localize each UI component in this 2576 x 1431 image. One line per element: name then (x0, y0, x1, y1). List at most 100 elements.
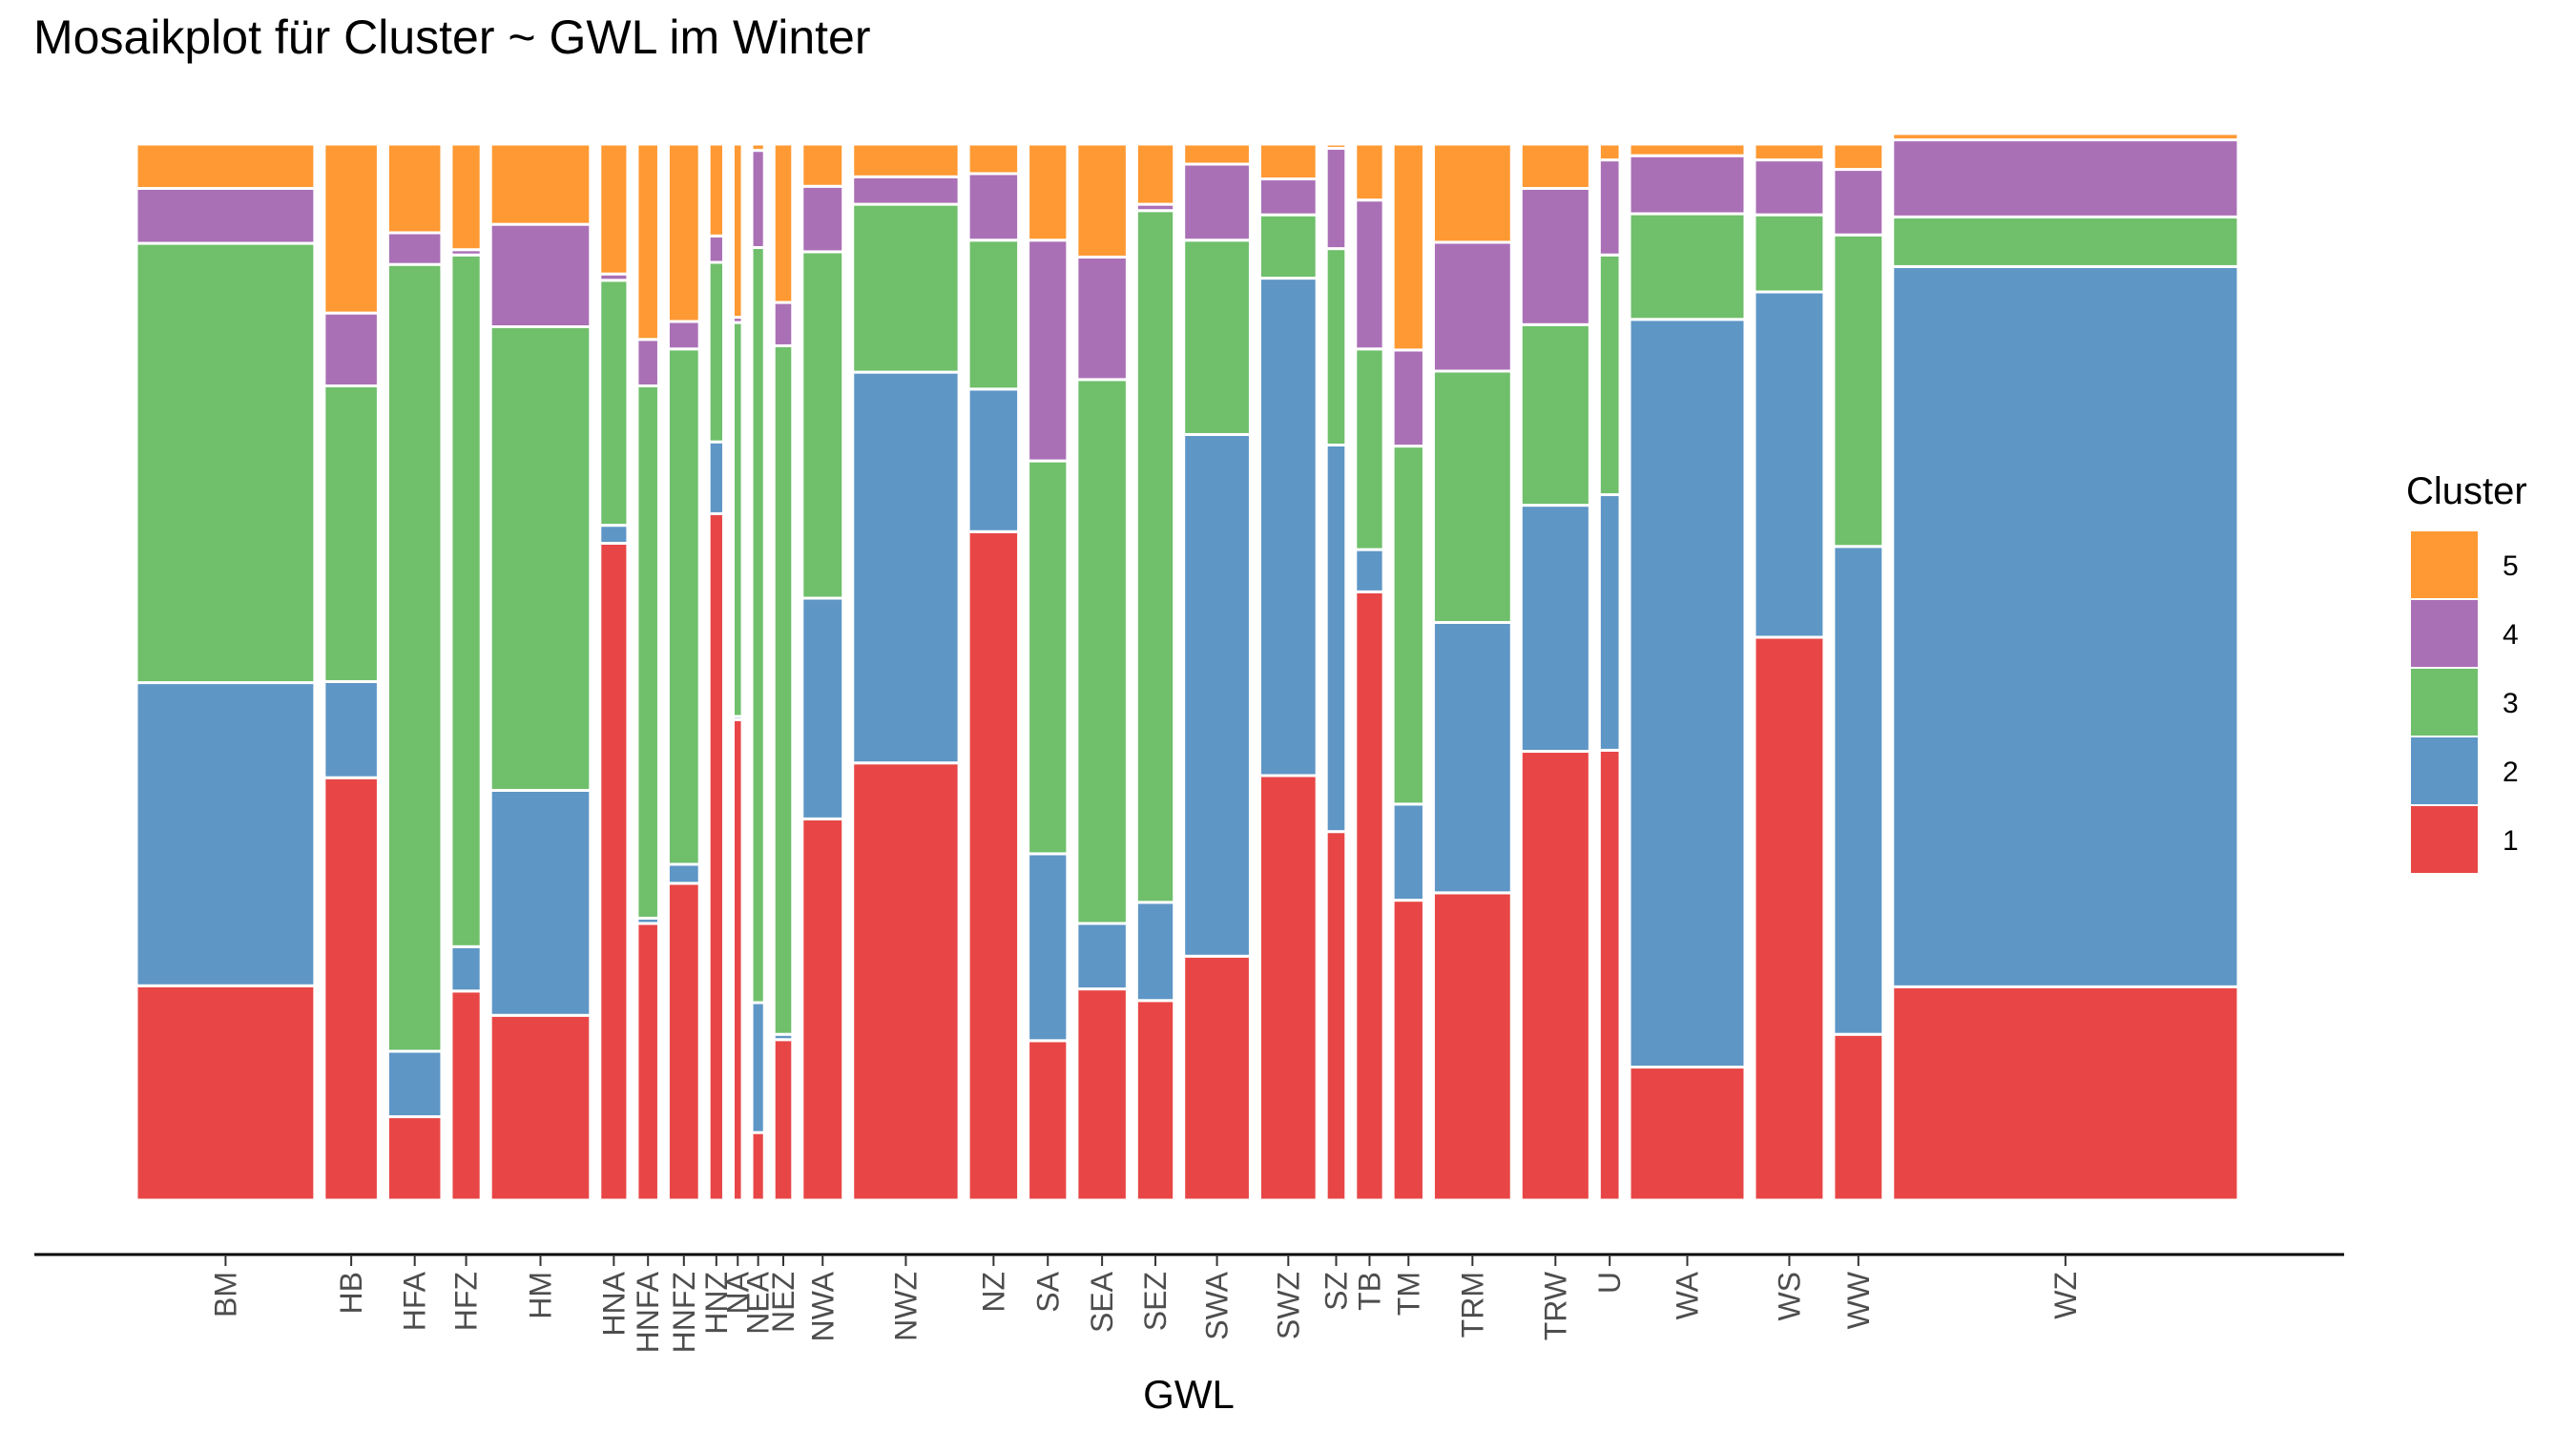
tile-nz-cluster-4 (966, 172, 1021, 242)
tile-u-cluster-5 (1597, 142, 1622, 162)
tile-trw-cluster-4 (1519, 186, 1591, 326)
tile-hfa-cluster-1 (385, 1115, 444, 1202)
tile-sz-cluster-2 (1324, 444, 1348, 834)
tile-swa-cluster-4 (1182, 162, 1252, 242)
tile-ww-cluster-2 (1832, 545, 1885, 1036)
tile-bm-cluster-1 (135, 984, 317, 1202)
tile-trm-cluster-3 (1431, 369, 1513, 624)
x-tick-label-sea: SEA (1085, 1271, 1119, 1333)
tile-hnz-cluster-5 (707, 142, 725, 238)
tile-hfa-cluster-5 (385, 142, 444, 235)
tile-hfa-cluster-2 (385, 1049, 444, 1119)
tile-hna-cluster-2 (598, 524, 630, 545)
tile-sz-cluster-1 (1324, 830, 1348, 1202)
legend: Cluster 5 4 3 2 1 (2406, 470, 2527, 873)
x-tick-label-wa: WA (1671, 1271, 1705, 1319)
tile-trw-cluster-2 (1519, 504, 1591, 754)
x-tick-label-tb: TB (1352, 1272, 1386, 1311)
tile-swa-cluster-2 (1182, 432, 1252, 958)
tile-tb-cluster-5 (1354, 142, 1385, 202)
tile-hnz-cluster-1 (707, 511, 725, 1202)
x-tick-label-hnfa: HNFA (631, 1271, 665, 1353)
tile-tm-cluster-5 (1391, 142, 1425, 352)
legend-label-cluster-5: 5 (2503, 550, 2519, 582)
tile-ww-cluster-4 (1832, 168, 1885, 237)
tile-hnfz-cluster-3 (666, 347, 701, 866)
legend-label-cluster-3: 3 (2503, 688, 2519, 719)
tile-hna-cluster-1 (598, 541, 630, 1202)
tile-ws-cluster-2 (1753, 290, 1826, 639)
tile-swa-cluster-1 (1182, 954, 1252, 1202)
tile-nz-cluster-2 (966, 387, 1021, 533)
tile-hnz-cluster-2 (707, 440, 725, 515)
tile-nez-cluster-5 (772, 142, 795, 304)
tile-bm-cluster-4 (135, 186, 317, 245)
tile-ww-cluster-1 (1832, 1032, 1885, 1202)
legend-keys: 5 4 3 2 1 (2411, 531, 2519, 873)
tile-trw-cluster-1 (1519, 750, 1591, 1202)
tile-bm-cluster-5 (135, 142, 317, 190)
tile-hb-cluster-3 (322, 384, 380, 683)
tile-nea-cluster-3 (750, 245, 766, 1005)
tile-hm-cluster-3 (488, 325, 592, 792)
tile-wz-cluster-2 (1891, 264, 2240, 988)
x-tick-label-trm: TRM (1455, 1272, 1489, 1338)
tile-u-cluster-2 (1597, 493, 1622, 752)
tile-sz-cluster-4 (1324, 146, 1348, 251)
x-tick-label-nz: NZ (976, 1272, 1010, 1313)
tile-wz-cluster-4 (1891, 138, 2240, 218)
tile-nea-cluster-2 (750, 1001, 766, 1134)
tile-wa-cluster-1 (1628, 1066, 1747, 1202)
tile-nwz-cluster-4 (851, 175, 961, 206)
tile-hnz-cluster-4 (707, 234, 725, 264)
tile-hfz-cluster-5 (449, 142, 483, 252)
tile-nwa-cluster-5 (800, 142, 845, 188)
tile-hnz-cluster-3 (707, 260, 725, 444)
tile-hb-cluster-2 (322, 679, 380, 779)
tile-tb-cluster-3 (1354, 347, 1385, 551)
tile-hb-cluster-4 (322, 311, 380, 387)
tile-sa-cluster-3 (1027, 459, 1070, 856)
tile-sea-cluster-5 (1075, 142, 1129, 259)
tile-sez-cluster-5 (1134, 142, 1176, 206)
tile-hna-cluster-3 (598, 279, 630, 528)
tile-tm-cluster-4 (1391, 348, 1425, 448)
tile-sea-cluster-1 (1075, 987, 1129, 1202)
tile-nz-cluster-5 (966, 142, 1021, 176)
tile-hnfz-cluster-4 (666, 320, 701, 351)
tile-hfz-cluster-3 (449, 253, 483, 948)
legend-title: Cluster (2406, 470, 2527, 512)
tile-sea-cluster-3 (1075, 378, 1129, 925)
x-tick-label-swz: SWZ (1271, 1272, 1305, 1339)
tile-sa-cluster-2 (1027, 852, 1070, 1043)
tile-wa-cluster-2 (1628, 318, 1747, 1069)
x-tick-label-nwz: NWZ (888, 1272, 923, 1341)
tile-wa-cluster-3 (1628, 212, 1747, 321)
tile-nez-cluster-1 (772, 1038, 795, 1202)
tile-tb-cluster-4 (1354, 198, 1385, 351)
tile-swz-cluster-3 (1257, 213, 1319, 280)
tile-hna-cluster-5 (598, 142, 630, 276)
tile-wa-cluster-5 (1628, 142, 1747, 157)
tile-tm-cluster-1 (1391, 899, 1425, 1202)
legend-key-cluster-2 (2411, 737, 2478, 804)
tile-nz-cluster-3 (966, 238, 1021, 391)
legend-key-cluster-1 (2411, 806, 2478, 873)
tile-swz-cluster-2 (1257, 277, 1319, 778)
tile-sa-cluster-1 (1027, 1039, 1070, 1202)
tile-ws-cluster-1 (1753, 635, 1826, 1202)
tile-sa-cluster-5 (1027, 142, 1070, 242)
tile-hnfa-cluster-4 (635, 338, 660, 388)
x-axis-title: GWL (1143, 1372, 1235, 1417)
tile-nez-cluster-4 (772, 301, 795, 347)
tile-ws-cluster-4 (1753, 158, 1826, 217)
tile-wz-cluster-5 (1891, 132, 2240, 142)
tile-hb-cluster-5 (322, 142, 380, 315)
tile-hm-cluster-2 (488, 788, 592, 1017)
legend-label-cluster-4: 4 (2503, 619, 2519, 651)
tile-nwa-cluster-2 (800, 596, 845, 820)
tile-ww-cluster-3 (1832, 233, 1885, 549)
tile-hm-cluster-1 (488, 1013, 592, 1202)
